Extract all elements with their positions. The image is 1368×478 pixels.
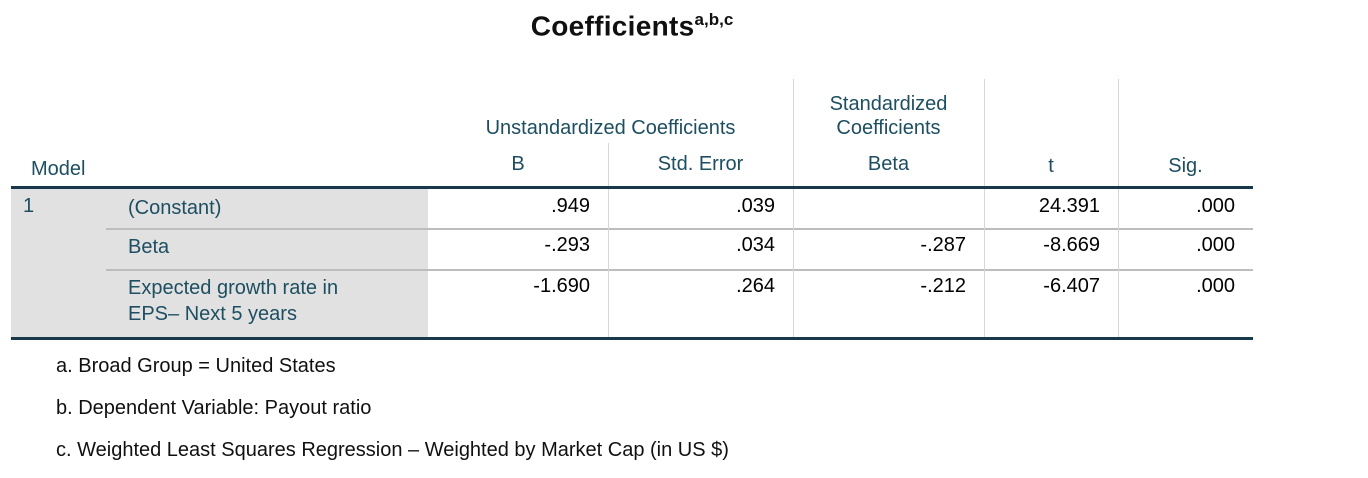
cell-t: -6.407 — [1043, 275, 1100, 297]
cell-sig: .000 — [1196, 195, 1235, 217]
column-header-b: B — [511, 153, 525, 175]
column-header-std-error: Std. Error — [657, 153, 744, 175]
cell-sig: .000 — [1196, 275, 1235, 297]
span-header-unstandardized-coefficients: Unstandardized Coefficients — [485, 117, 736, 139]
cell-std-error: .264 — [736, 275, 775, 297]
column-header-model: Model — [31, 158, 86, 180]
table-title: Coefficientsa,b,c — [11, 10, 1253, 42]
footnote-c: c. Weighted Least Squares Regression – W… — [56, 439, 729, 461]
table-title-text: Coefficients — [530, 10, 695, 42]
header-column-divider — [1118, 79, 1119, 186]
span-header-standardized-coefficients: Standardized Coefficients — [829, 93, 948, 139]
footnote-a: a. Broad Group = United States — [56, 355, 336, 377]
footnote-b: b. Dependent Variable: Payout ratio — [56, 397, 372, 419]
row-label-beta: Beta — [106, 228, 428, 269]
column-header-t: t — [1048, 155, 1054, 177]
row-label-constant: (Constant) — [106, 189, 428, 228]
row-label-expected-growth: Expected growth rate in EPS– Next 5 year… — [106, 269, 428, 337]
body-column-divider — [1118, 189, 1119, 337]
cell-beta — [793, 189, 984, 228]
row-divider — [106, 269, 1253, 271]
body-column-divider — [608, 189, 609, 337]
bottom-heavy-rule — [11, 337, 1253, 340]
cell-sig: .000 — [1196, 234, 1235, 256]
cell-std-error: .034 — [736, 234, 775, 256]
cell-b: -1.690 — [533, 275, 590, 297]
header-column-divider — [793, 79, 794, 186]
header-column-divider — [984, 79, 985, 186]
table-header: Model Unstandardized Coefficients Standa… — [11, 75, 1253, 186]
header-heavy-rule — [11, 186, 1253, 189]
table-body: 1 (Constant) .949 .039 24.391 .000 Beta … — [11, 189, 1253, 337]
body-column-divider — [793, 189, 794, 337]
cell-beta: -.212 — [920, 275, 966, 297]
column-header-sig: Sig. — [1168, 155, 1203, 177]
cell-b: .949 — [551, 195, 590, 217]
cell-beta: -.287 — [920, 234, 966, 256]
row-divider — [106, 228, 1253, 230]
body-column-divider — [984, 189, 985, 337]
cell-b: -.293 — [544, 234, 590, 256]
cell-t: 24.391 — [1038, 195, 1100, 217]
table-title-superscript: a,b,c — [694, 10, 734, 29]
model-number-cell: 1 — [11, 189, 106, 337]
cell-t: -8.669 — [1043, 234, 1100, 256]
cell-std-error: .039 — [736, 195, 775, 217]
column-header-beta: Beta — [867, 153, 910, 175]
header-column-divider — [608, 143, 609, 186]
